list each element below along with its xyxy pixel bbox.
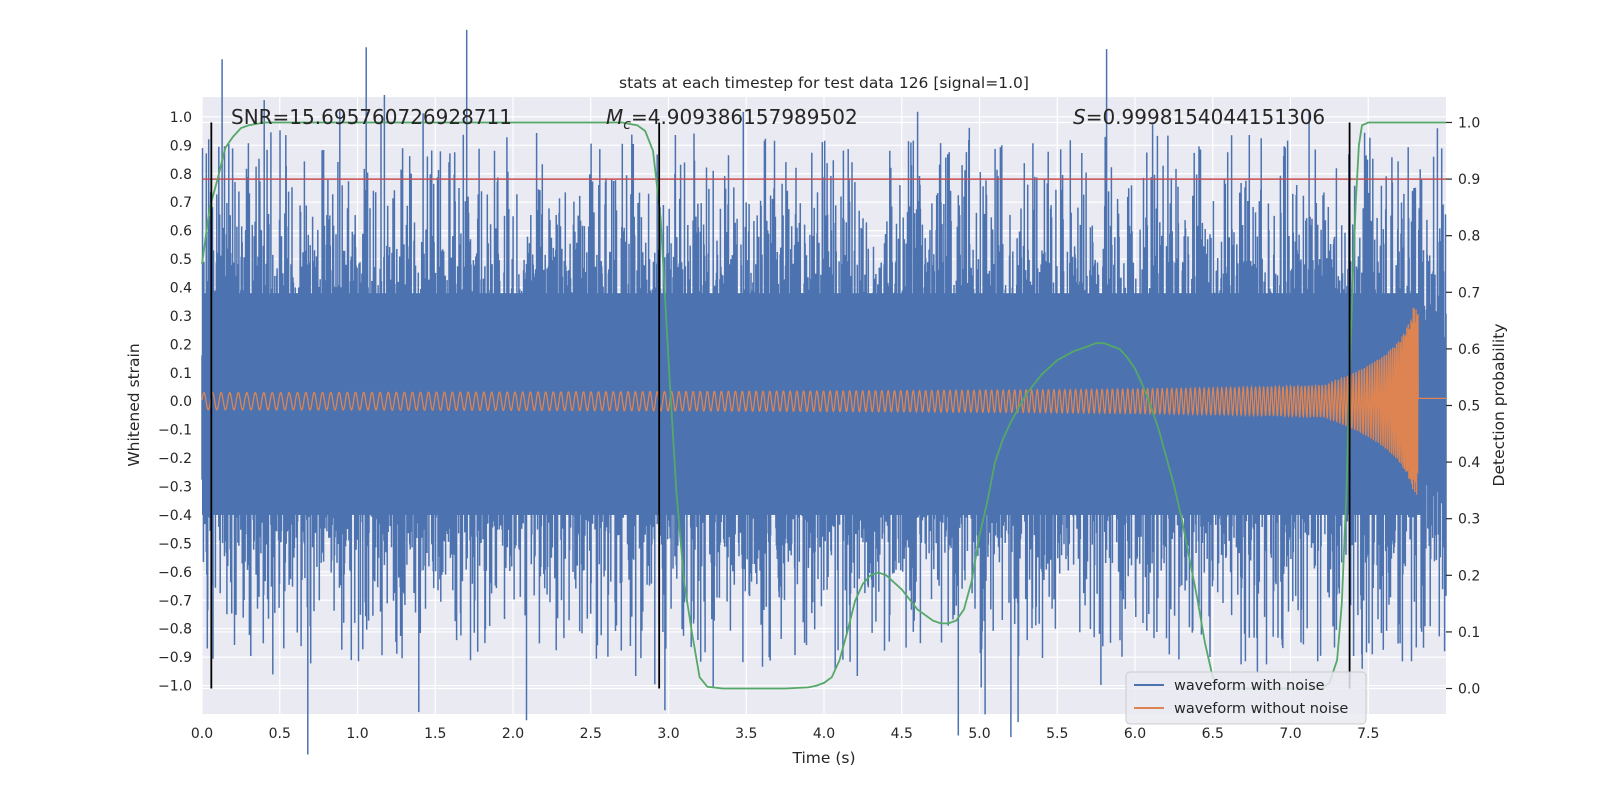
y-left-tick-label: 0.6 (170, 224, 192, 240)
axis-ticks: 0.0 0.5 1.0 1.5 2.0 2.5 3.0 3.5 4.0 4.5 5.0 5.5 6.0 6… (158, 110, 1480, 742)
y-axis-label-right: Detection probability (1490, 324, 1508, 487)
legend-box (1125, 671, 1367, 725)
snr-annotation: SNR=15.695760726928711 (231, 105, 512, 129)
x-tick-label: 4.5 (891, 726, 913, 742)
y-left-tick-label: −0.7 (158, 593, 192, 609)
x-tick-label: 2.5 (580, 726, 602, 742)
x-tick-label: 4.0 (813, 726, 835, 742)
y-left-tick-label: 0.2 (170, 337, 192, 353)
x-tick-label: 2.0 (502, 726, 524, 742)
y-left-tick-label: −1.0 (158, 679, 192, 695)
x-tick-label: 0.0 (191, 726, 213, 742)
y-right-tick-label: 0.4 (1458, 455, 1480, 471)
chart-title: stats at each timestep for test data 126… (619, 74, 1029, 92)
y-left-tick-label: −0.9 (158, 650, 192, 666)
score-annotation: S=0.9998154044151306 (1073, 105, 1325, 129)
y-left-tick-label: −0.2 (158, 451, 192, 467)
y-left-tick-label: −0.6 (158, 565, 192, 581)
y-right-tick-label: 0.0 (1458, 682, 1480, 698)
x-tick-label: 5.5 (1046, 726, 1068, 742)
y-right-tick-label: 1.0 (1458, 115, 1480, 131)
x-tick-label: 6.5 (1202, 726, 1224, 742)
y-right-tick-label: 0.6 (1458, 342, 1480, 358)
x-tick-label: 7.5 (1357, 726, 1379, 742)
y-left-tick-label: 1.0 (170, 110, 192, 126)
chirp-mass-subscript: c (623, 117, 631, 133)
y-left-tick-label: 0.4 (170, 281, 192, 297)
y-right-tick-label: 0.2 (1458, 568, 1480, 584)
y-left-tick-label: 0.0 (170, 394, 192, 410)
score-value: =0.9998154044151306 (1086, 105, 1325, 129)
x-tick-label: 1.5 (424, 726, 446, 742)
legend: waveform with noise waveform without noi… (1125, 671, 1367, 725)
x-tick-label: 3.5 (735, 726, 757, 742)
detection-vertical-lines (210, 122, 1351, 689)
waveform-without-noise-series (201, 307, 1446, 495)
y-left-tick-label: −0.3 (158, 480, 192, 496)
y-left-tick-label: −0.8 (158, 622, 192, 638)
x-tick-label: 7.0 (1279, 726, 1301, 742)
y-axis-label-left: Whitened strain (125, 343, 143, 466)
x-tick-label: 3.0 (657, 726, 679, 742)
x-axis-label: Time (s) (791, 749, 855, 767)
chirp-mass-annotation: Mc=4.909386157989502 (606, 105, 858, 133)
y-left-tick-label: 0.5 (170, 252, 192, 268)
y-left-tick-label: −0.1 (158, 423, 192, 439)
x-tick-label: 1.0 (346, 726, 368, 742)
x-tick-label: 0.5 (269, 726, 291, 742)
y-left-tick-label: 0.7 (170, 195, 192, 211)
x-tick-label: 5.0 (968, 726, 990, 742)
y-left-tick-label: 0.9 (170, 138, 192, 154)
y-right-tick-label: 0.5 (1458, 399, 1480, 415)
y-left-tick-label: 0.1 (170, 366, 192, 382)
legend-label-noise: waveform with noise (1174, 678, 1325, 694)
y-right-tick-label: 0.3 (1458, 512, 1480, 528)
legend-label-clean: waveform without noise (1174, 701, 1348, 717)
clean-trace (201, 307, 1446, 495)
y-left-tick-label: 0.8 (170, 167, 192, 183)
y-left-tick-label: 0.3 (170, 309, 192, 325)
y-right-tick-label: 0.8 (1458, 229, 1480, 245)
y-right-tick-label: 0.7 (1458, 285, 1480, 301)
y-left-tick-label: −0.5 (158, 536, 192, 552)
y-left-tick-label: −0.4 (158, 508, 192, 524)
y-right-tick-label: 0.9 (1458, 172, 1480, 188)
chirp-mass-symbol: M (606, 105, 623, 129)
chirp-mass-value: =4.909386157989502 (631, 105, 858, 129)
y-right-tick-label: 0.1 (1458, 625, 1480, 641)
x-tick-label: 6.0 (1124, 726, 1146, 742)
score-symbol: S (1073, 105, 1086, 129)
